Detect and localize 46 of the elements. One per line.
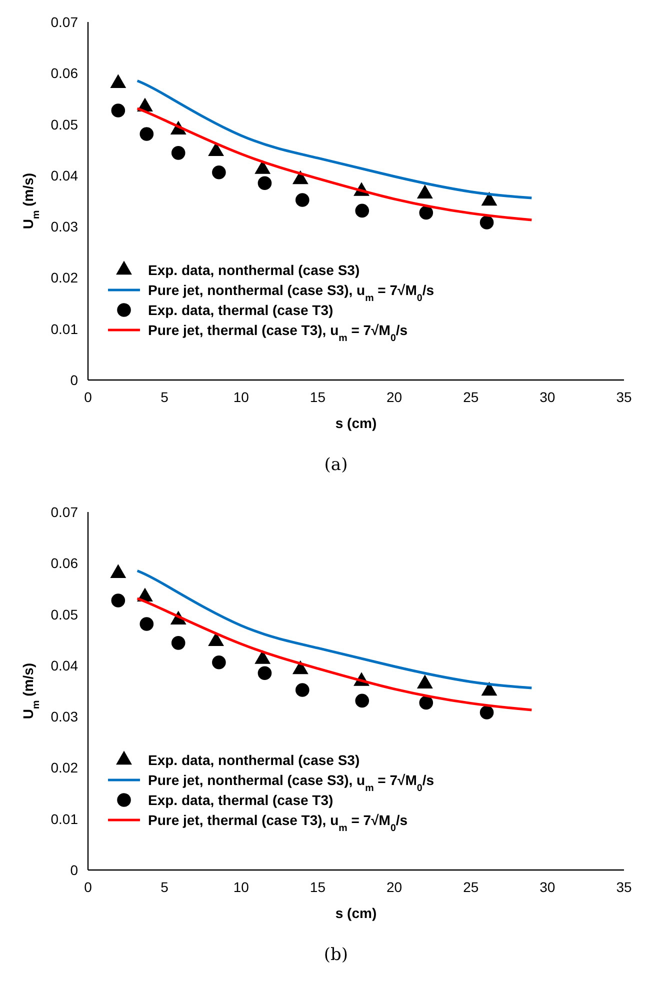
text: (a): [324, 455, 348, 475]
y-tick-label: 0: [70, 862, 78, 878]
x-tick-label: 15: [310, 879, 326, 895]
x-tick-label: 25: [463, 879, 479, 895]
line-series: [136, 570, 533, 690]
legend-label: Exp. data, thermal (case T3): [148, 792, 334, 808]
x-tick-label: 15: [310, 389, 326, 405]
y-tick-label: 0: [70, 372, 78, 388]
y-tick-label: 0.01: [50, 320, 78, 337]
y-tick-label: 0.03: [50, 218, 78, 235]
y-tick-label: 0.02: [50, 270, 78, 286]
y-tick-label: 0.06: [50, 65, 78, 82]
y-tick-label: 0.07: [50, 14, 78, 30]
x-tick-label: 5: [160, 389, 169, 405]
legend-label: Exp. data, nonthermal (case S3): [148, 262, 360, 278]
line-series: [136, 80, 533, 200]
legend-label: Pure jet, thermal (case T3), u$_{m}$ = 7√M$_{0}$/s: [148, 322, 408, 344]
y-tick-label: 0.02: [50, 760, 78, 776]
x-tick-label: 0: [84, 389, 92, 405]
legend-label: Pure jet, nonthermal (case S3), u$_{m}$ = 7√M$_{0}$/s: [148, 282, 434, 304]
x-axis-title: s (cm): [335, 905, 377, 921]
legend-label: Exp. data, nonthermal (case S3): [148, 752, 360, 768]
legend-label: Exp. data, thermal (case T3): [148, 302, 334, 318]
x-tick-label: 30: [540, 879, 556, 895]
x-tick-label: 10: [233, 389, 250, 405]
text: (b): [324, 945, 348, 965]
legend-label: Pure jet, thermal (case T3), u$_{m}$ = 7√M$_{0}$/s: [148, 812, 408, 834]
x-tick-label: 20: [386, 879, 402, 895]
x-tick-label: 30: [540, 389, 556, 405]
y-tick-label: 0.06: [50, 555, 78, 572]
y-tick-label: 0.03: [50, 708, 78, 725]
x-tick-label: 35: [616, 389, 632, 405]
x-tick-label: 0: [84, 879, 92, 895]
x-axis-title: s (cm): [335, 415, 377, 431]
x-tick-label: 5: [160, 879, 169, 895]
legend-label: Pure jet, nonthermal (case S3), u$_{m}$ = 7√M$_{0}$/s: [148, 772, 434, 794]
y-tick-label: 0.07: [50, 504, 78, 520]
x-tick-label: 20: [386, 389, 402, 405]
x-tick-label: 35: [616, 879, 632, 895]
x-tick-label: 25: [463, 389, 479, 405]
y-tick-label: 0.05: [50, 606, 78, 622]
y-tick-label: 0.01: [50, 810, 78, 827]
x-tick-label: 10: [233, 879, 250, 895]
y-tick-label: 0.04: [50, 167, 78, 184]
y-tick-label: 0.04: [50, 657, 78, 674]
y-tick-label: 0.05: [50, 116, 78, 132]
